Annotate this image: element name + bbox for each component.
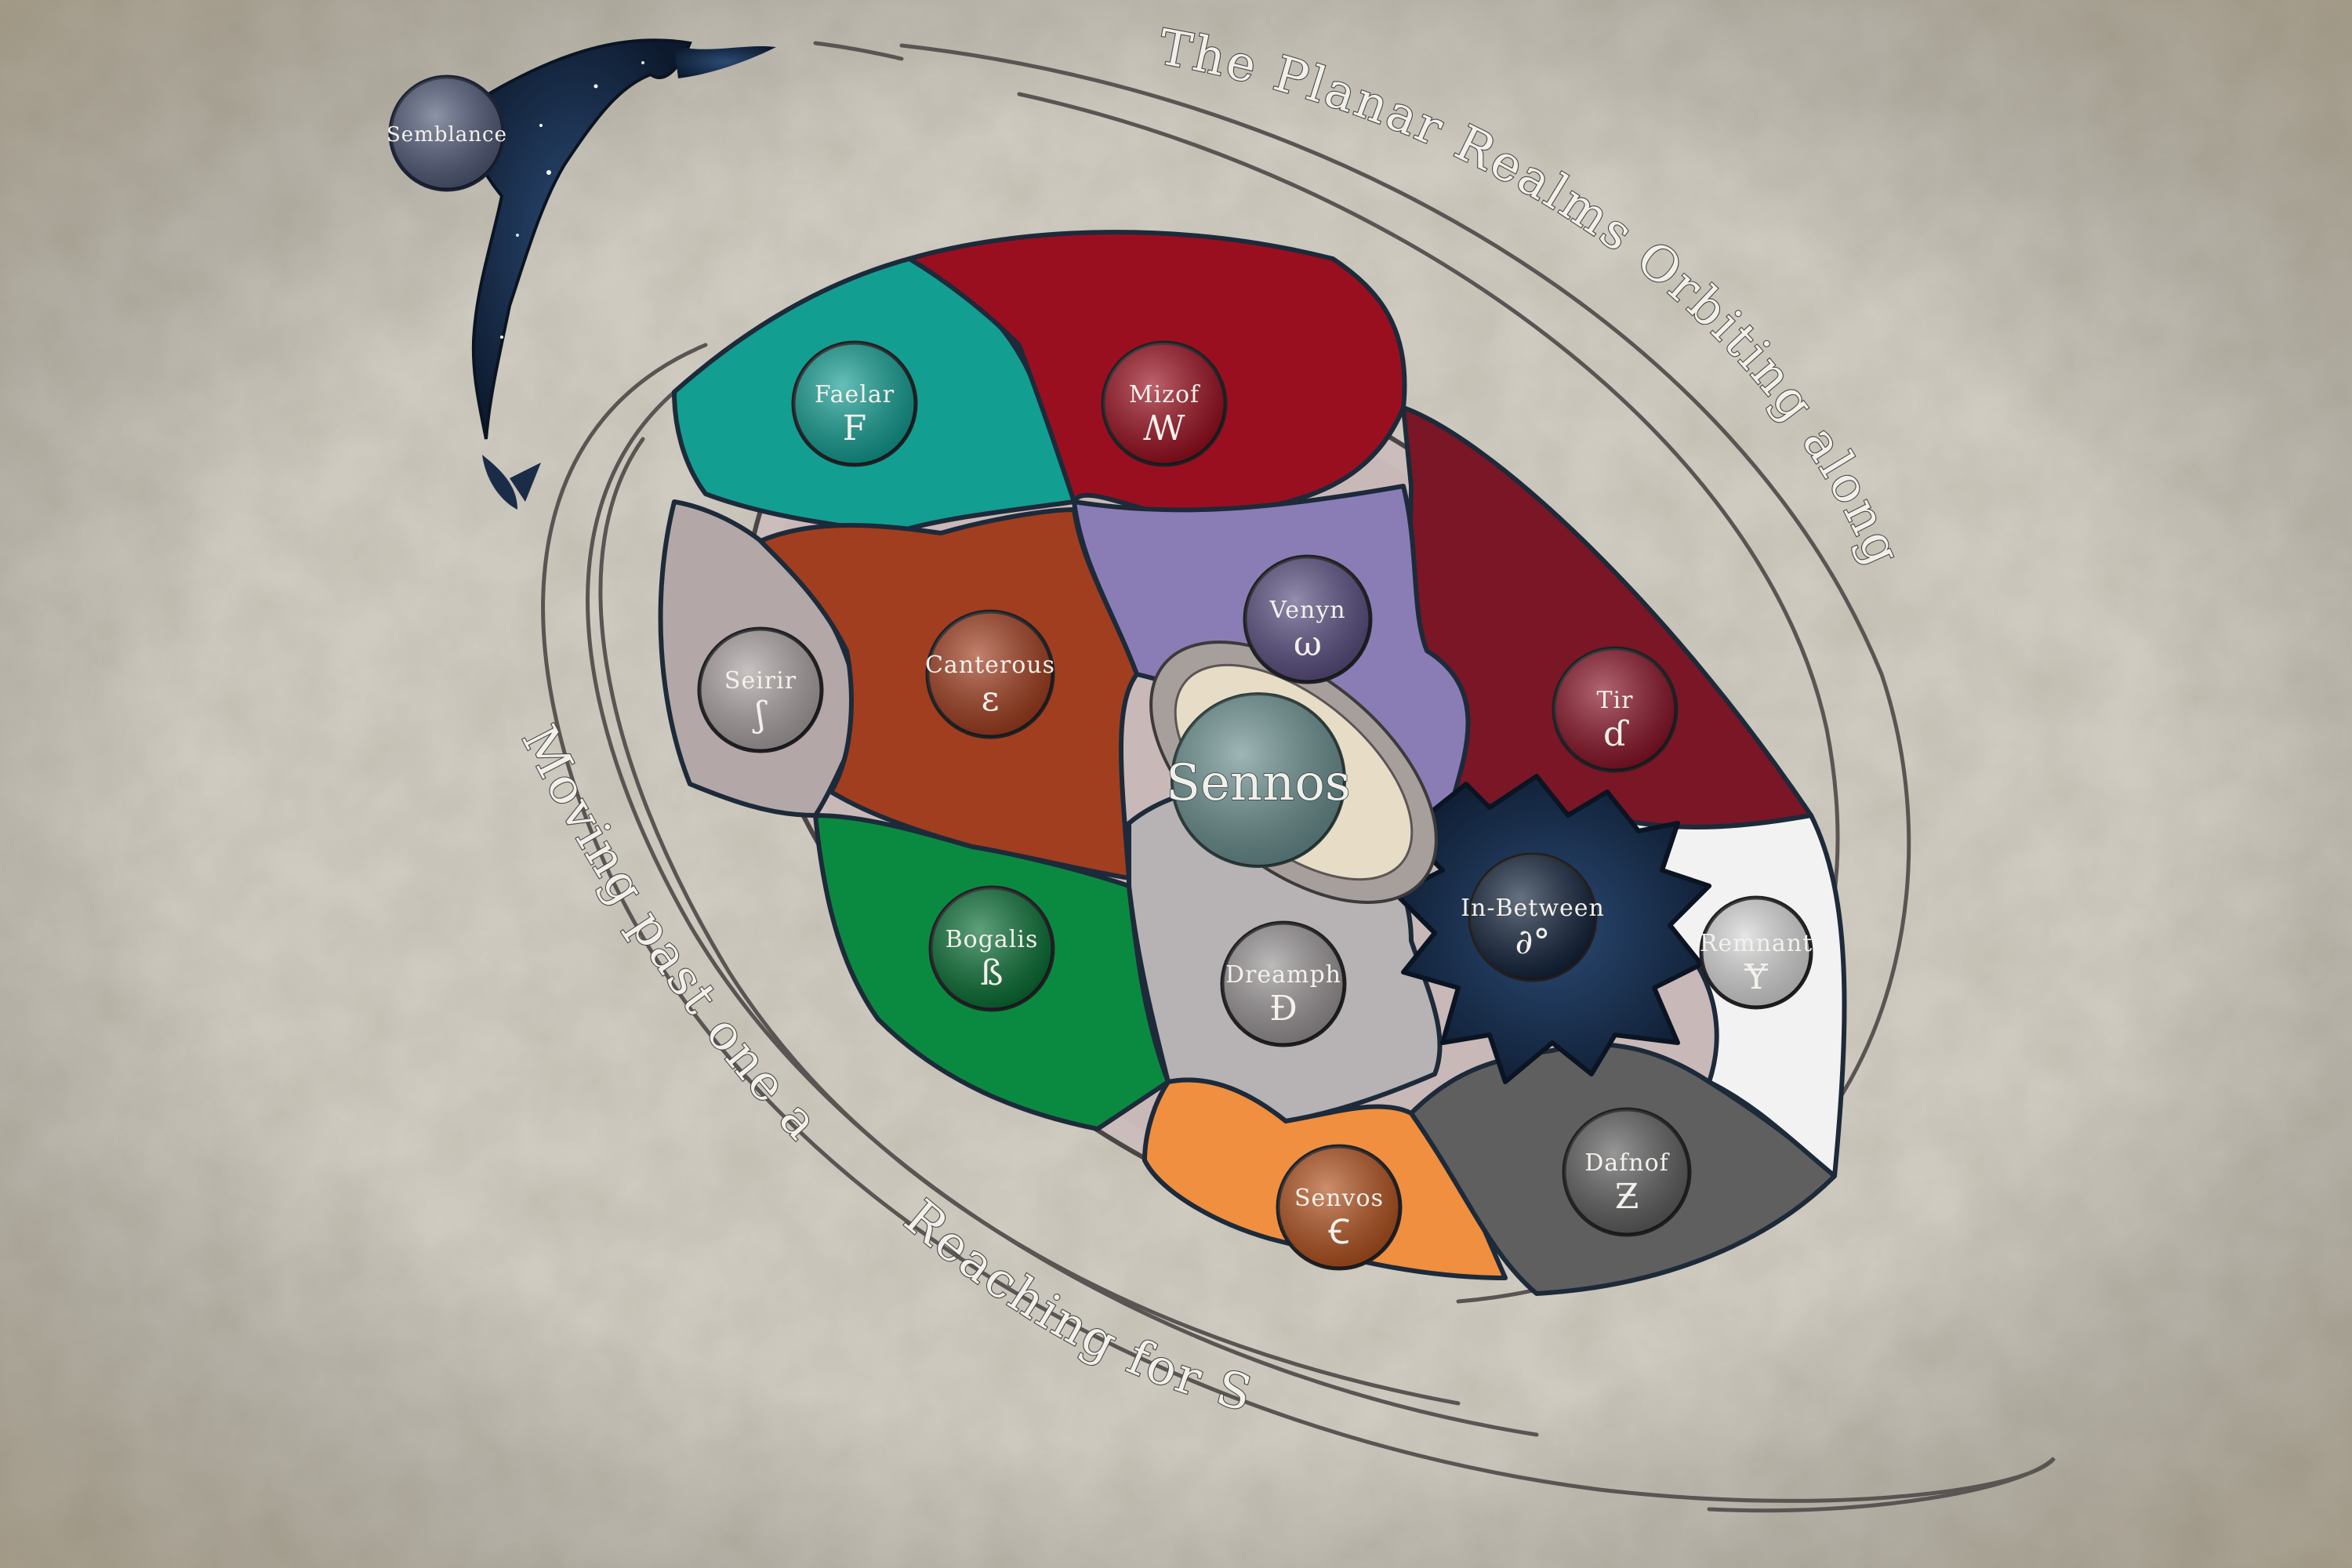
realm-orb-shine — [1564, 1109, 1690, 1235]
realm-name-dafnof: Dafnof — [1584, 1149, 1669, 1177]
realm-glyph-seirir: ʃ — [752, 695, 768, 735]
realm-glyph-bogalis: ß — [980, 953, 1003, 993]
realm-orb-shine — [793, 343, 916, 465]
realm-name-faelar: Faelar — [815, 381, 895, 408]
realm-orb-in-between[interactable]: In-Between∂° — [1461, 852, 1605, 982]
realm-orb-shine — [927, 612, 1053, 737]
realm-glyph-mizof: ꟿ — [1143, 408, 1185, 448]
realm-glyph-dreamph: Ɖ — [1269, 989, 1298, 1029]
realm-name-bogalis: Bogalis — [946, 926, 1039, 953]
realm-orb-shine — [1278, 1146, 1400, 1269]
semblance-orb[interactable]: Semblance — [387, 74, 507, 192]
realm-name-in-between: In-Between — [1461, 895, 1605, 922]
realm-glyph-venyn: ω — [1294, 624, 1322, 664]
realm-name-senvos: Senvos — [1294, 1185, 1384, 1212]
sennos-label: Sennos — [1166, 754, 1351, 812]
realm-name-seirir: Seirir — [724, 667, 797, 695]
realm-glyph-remnant: Ɏ — [1744, 957, 1768, 997]
realm-name-remnant: Remnant — [1700, 930, 1813, 957]
realm-orb-shine — [1245, 557, 1370, 682]
realm-orb-shine — [699, 629, 822, 751]
semblance-rift — [460, 38, 776, 510]
realm-glyph-canterous: ɛ — [982, 679, 1000, 719]
realm-orb-shine — [1701, 898, 1811, 1007]
semblance-label: Semblance — [387, 123, 507, 147]
realm-orb-shine — [931, 887, 1053, 1010]
realm-glyph-faelar: F — [843, 408, 867, 448]
realm-name-mizof: Mizof — [1129, 381, 1200, 408]
realm-glyph-in-between: ∂° — [1515, 922, 1551, 962]
realm-orb-shine — [1470, 855, 1595, 980]
realm-name-tir: Tir — [1597, 687, 1634, 714]
realm-glyph-dafnof: Ƶ — [1615, 1177, 1639, 1217]
sennos-planet — [1149, 641, 1438, 904]
realm-orb-shine — [1103, 343, 1225, 465]
realm-name-canterous: Canterous — [925, 652, 1055, 679]
realm-name-venyn: Venyn — [1269, 597, 1345, 624]
realm-orb-shine — [1222, 923, 1345, 1045]
realm-glyph-senvos: Ꞓ — [1327, 1212, 1349, 1252]
realm-name-dreamph: Dreamph — [1225, 961, 1341, 989]
realm-orb-shine — [1554, 648, 1676, 771]
realm-glyph-tir: ɗ — [1603, 714, 1629, 754]
